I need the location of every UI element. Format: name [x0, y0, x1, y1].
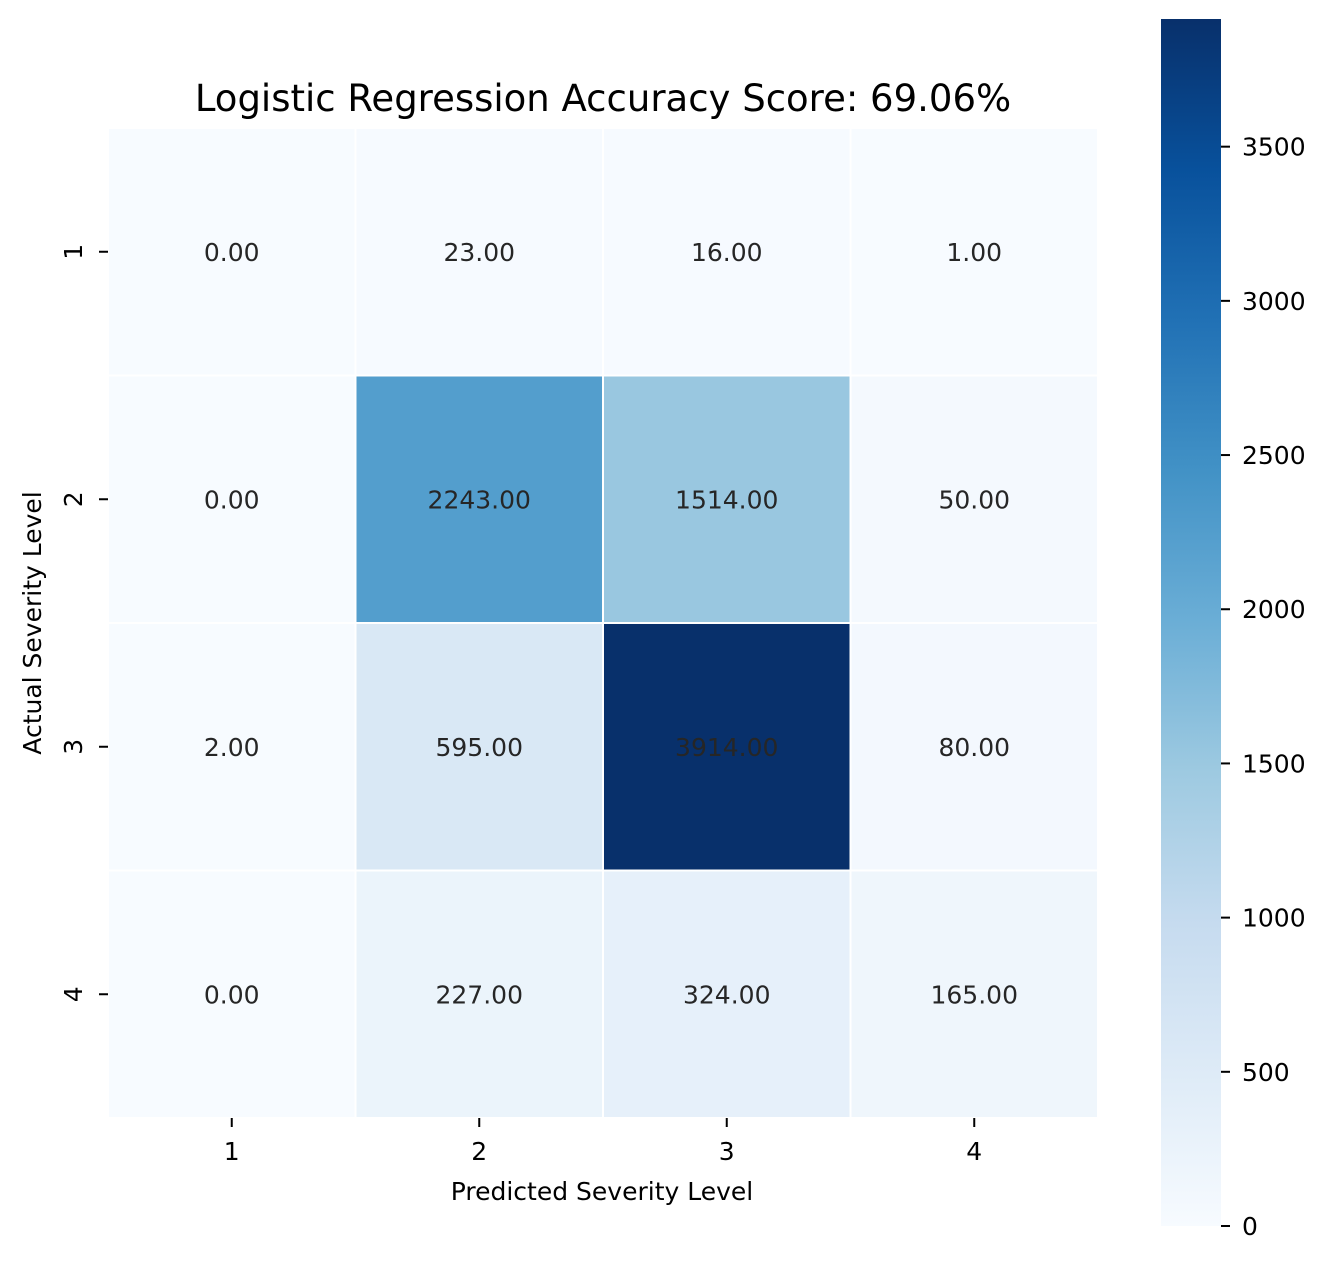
y-tick-label-3: 3 [59, 739, 88, 755]
heatmap-cells: 0.00 23.00 16.00 1.00 0.00 2243.00 1514.00 50.0… [107, 127, 1099, 1119]
colorbar-tick-label-500: 500 [1242, 1058, 1290, 1087]
x-tick-label-3: 3 [719, 1137, 735, 1166]
cell-value-label-r2-c2: 2243.00 [428, 485, 531, 514]
colorbar-tick-label-1500: 1500 [1242, 749, 1306, 778]
heatmap-cell-r2-c4 [849, 374, 1099, 624]
heatmap-cell-r3-c4 [849, 622, 1099, 872]
cell-value-label-r3-c4: 80.00 [938, 733, 1010, 762]
cell-value-label-r2-c1: 0.00 [204, 485, 260, 514]
y-tick-label-2: 2 [59, 491, 88, 507]
cell-value-label-r2-c4: 50.00 [938, 485, 1010, 514]
cell-value-label-r1-c2: 23.00 [443, 238, 515, 267]
chart-title: Logistic Regression Accuracy Score: 69.0… [195, 77, 1011, 120]
colorbar-tick-label-3500: 3500 [1242, 133, 1306, 162]
x-axis-ticks: 1 2 3 4 [224, 1118, 982, 1166]
y-tick-label-4: 4 [59, 986, 88, 1002]
heatmap-cell-r2-c1 [107, 374, 357, 624]
y-tick-label-1: 1 [59, 244, 88, 260]
x-tick-label-1: 1 [224, 1137, 240, 1166]
heatmap-cell-r4-c4 [849, 869, 1099, 1119]
colorbar: 0 500 1000 1500 2000 2500 3000 3500 [1161, 19, 1306, 1241]
heatmap-cell-r1-c3 [602, 127, 852, 377]
cell-value-label-r2-c3: 1514.00 [675, 485, 778, 514]
x-axis-label: Predicted Severity Level [451, 1177, 754, 1206]
cell-value-label-r1-c3: 16.00 [691, 238, 763, 267]
heatmap-cell-r1-c4 [849, 127, 1099, 377]
colorbar-tick-label-3000: 3000 [1242, 287, 1306, 316]
cell-value-label-r4-c1: 0.00 [204, 980, 260, 1009]
cell-value-label-r4-c4: 165.00 [931, 980, 1018, 1009]
colorbar-tick-label-2500: 2500 [1242, 441, 1306, 470]
cell-value-label-r4-c2: 227.00 [436, 980, 523, 1009]
cell-value-label-r1-c4: 1.00 [946, 238, 1002, 267]
y-axis-ticks: 1 2 3 4 [59, 244, 108, 1002]
heatmap-cell-r1-c2 [354, 127, 604, 377]
cell-value-label-r4-c3: 324.00 [683, 980, 770, 1009]
colorbar-gradient [1161, 19, 1221, 1226]
heatmap-cell-r4-c3 [602, 869, 852, 1119]
colorbar-tick-label-0: 0 [1242, 1212, 1258, 1241]
heatmap-cell-r4-c1 [107, 869, 357, 1119]
cell-value-label-r1-c1: 0.00 [204, 238, 260, 267]
x-tick-label-2: 2 [471, 1137, 487, 1166]
heatmap-cell-r4-c2 [354, 869, 604, 1119]
cell-value-label-r3-c2: 595.00 [436, 733, 523, 762]
heatmap-cell-r2-c2 [354, 374, 604, 624]
cell-value-label-r3-c3: 3914.00 [675, 733, 778, 762]
colorbar-tick-label-2000: 2000 [1242, 595, 1306, 624]
colorbar-ticks: 0 500 1000 1500 2000 2500 3000 3500 [1221, 133, 1306, 1241]
y-axis-label: Actual Severity Level [18, 491, 47, 754]
heatmap-cell-r1-c1 [107, 127, 357, 377]
heatmap-cell-r3-c2 [354, 622, 604, 872]
x-tick-label-4: 4 [966, 1137, 982, 1166]
colorbar-tick-label-1000: 1000 [1242, 904, 1306, 933]
cell-value-label-r3-c1: 2.00 [204, 733, 260, 762]
